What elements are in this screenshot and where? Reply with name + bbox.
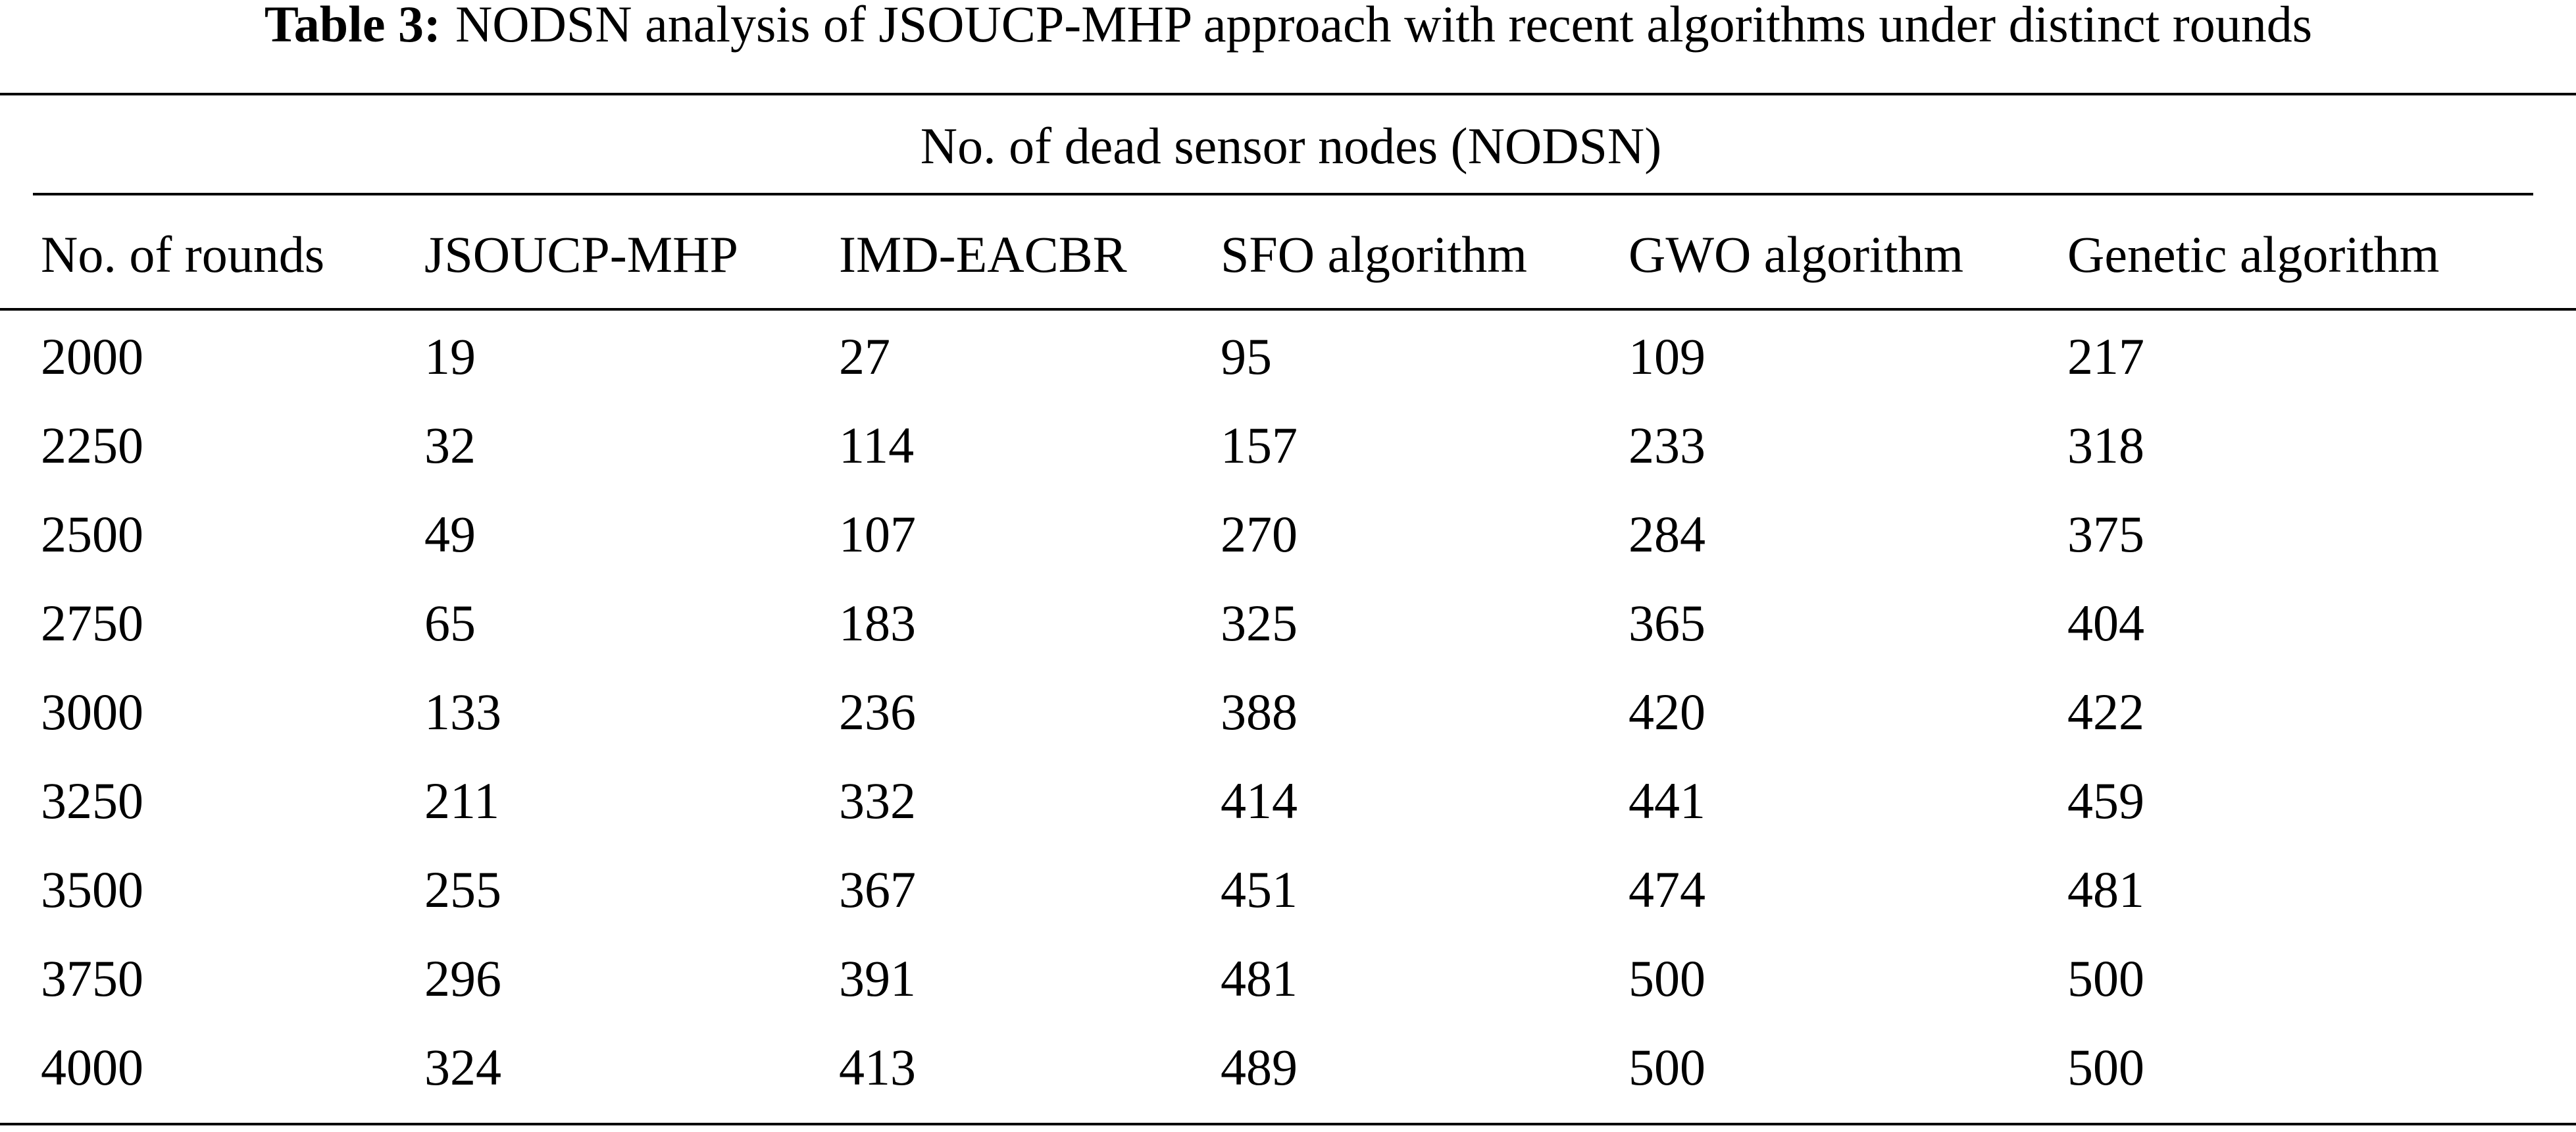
table-cell: 114 <box>839 417 914 474</box>
table-cell: 233 <box>1629 417 1705 474</box>
table-cell: 109 <box>1629 328 1705 385</box>
table-cell: 49 <box>424 505 476 563</box>
table-cell: 500 <box>2067 950 2144 1007</box>
table-cell: 133 <box>424 683 501 740</box>
table-cell: 27 <box>839 328 890 385</box>
table-cell: 211 <box>424 772 499 829</box>
column-header: SFO algorithm <box>1221 226 1527 283</box>
table-cell: 2500 <box>41 505 143 563</box>
table-cell: 500 <box>2067 1039 2144 1096</box>
table-cell: 217 <box>2067 328 2144 385</box>
table-cell: 2250 <box>41 417 143 474</box>
table-cell: 32 <box>424 417 476 474</box>
table-cell: 481 <box>2067 861 2144 918</box>
table-cell: 4000 <box>41 1039 143 1096</box>
table-cell: 420 <box>1629 683 1705 740</box>
table-cell: 3750 <box>41 950 143 1007</box>
table-cell: 183 <box>839 594 916 652</box>
table-cell: 255 <box>424 861 501 918</box>
table-cell: 95 <box>1221 328 1272 385</box>
caption-label: Table 3: <box>265 0 441 53</box>
table-cell: 296 <box>424 950 501 1007</box>
table-cell: 157 <box>1221 417 1298 474</box>
table-cell: 388 <box>1221 683 1298 740</box>
table-cell: 500 <box>1629 950 1705 1007</box>
table-cell: 422 <box>2067 683 2144 740</box>
table-cell: 3500 <box>41 861 143 918</box>
table-cell: 65 <box>424 594 476 652</box>
table-cell: 19 <box>424 328 476 385</box>
column-header: GWO algorithm <box>1629 226 1963 283</box>
table-cell: 270 <box>1221 505 1298 563</box>
table-cell: 365 <box>1629 594 1705 652</box>
table-cell: 481 <box>1221 950 1298 1007</box>
table-cell: 367 <box>839 861 916 918</box>
table-cell: 325 <box>1221 594 1298 652</box>
table-cell: 414 <box>1221 772 1298 829</box>
table-cell: 3250 <box>41 772 143 829</box>
table-cell: 236 <box>839 683 916 740</box>
group-header: No. of dead sensor nodes (NODSN) <box>921 117 1661 174</box>
caption-text: NODSN analysis of JSOUCP-MHP approach wi… <box>455 0 2312 53</box>
table-cell: 2750 <box>41 594 143 652</box>
table-cell: 318 <box>2067 417 2144 474</box>
column-header: JSOUCP-MHP <box>424 226 738 283</box>
table-cell: 451 <box>1221 861 1298 918</box>
table-cell: 489 <box>1221 1039 1298 1096</box>
table-cell: 2000 <box>41 328 143 385</box>
table-cell: 500 <box>1629 1039 1705 1096</box>
table-cell: 474 <box>1629 861 1705 918</box>
table-cell: 3000 <box>41 683 143 740</box>
table-cell: 375 <box>2067 505 2144 563</box>
column-header: No. of rounds <box>41 226 324 283</box>
table-cell: 332 <box>839 772 916 829</box>
table-cell: 441 <box>1629 772 1705 829</box>
table-cell: 324 <box>424 1039 501 1096</box>
column-header: Genetic algorithm <box>2067 226 2439 283</box>
table-cell: 459 <box>2067 772 2144 829</box>
table-cell: 413 <box>839 1039 916 1096</box>
table-cell: 284 <box>1629 505 1705 563</box>
column-header: IMD-EACBR <box>839 226 1127 283</box>
table-cell: 391 <box>839 950 916 1007</box>
table-cell: 107 <box>839 505 916 563</box>
table-cell: 404 <box>2067 594 2144 652</box>
caption: Table 3: NODSN analysis of JSOUCP-MHP app… <box>265 0 2312 53</box>
